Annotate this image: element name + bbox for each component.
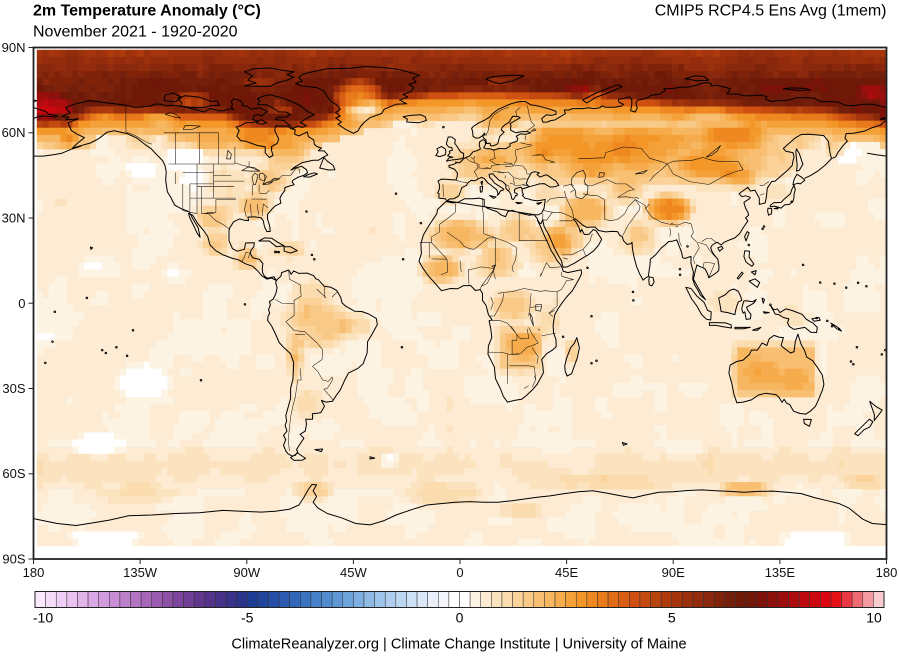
svg-text:ClimateReanalyzer.org | Climat: ClimateReanalyzer.org | Climate Change I… bbox=[231, 637, 686, 653]
svg-text:0: 0 bbox=[456, 565, 463, 580]
svg-text:30N: 30N bbox=[2, 211, 26, 226]
svg-text:5: 5 bbox=[668, 610, 676, 626]
svg-text:90E: 90E bbox=[662, 565, 685, 580]
svg-text:45W: 45W bbox=[340, 565, 367, 580]
svg-text:0: 0 bbox=[18, 296, 25, 311]
svg-text:2m Temperature Anomaly (°C): 2m Temperature Anomaly (°C) bbox=[33, 3, 261, 20]
svg-text:180: 180 bbox=[23, 565, 45, 580]
svg-text:-10: -10 bbox=[33, 610, 53, 626]
svg-text:90S: 90S bbox=[2, 552, 25, 567]
svg-text:135W: 135W bbox=[123, 565, 158, 580]
svg-text:45E: 45E bbox=[555, 565, 578, 580]
svg-text:CMIP5 RCP4.5 Ens Avg (1mem): CMIP5 RCP4.5 Ens Avg (1mem) bbox=[655, 3, 887, 20]
svg-text:-5: -5 bbox=[241, 610, 254, 626]
svg-text:30S: 30S bbox=[2, 381, 25, 396]
svg-text:November 2021 - 1920-2020: November 2021 - 1920-2020 bbox=[33, 24, 238, 41]
svg-text:10: 10 bbox=[866, 610, 882, 626]
svg-text:0: 0 bbox=[456, 610, 464, 626]
svg-text:180: 180 bbox=[876, 565, 898, 580]
svg-text:60S: 60S bbox=[2, 466, 25, 481]
svg-text:90W: 90W bbox=[233, 565, 260, 580]
svg-text:135E: 135E bbox=[765, 565, 796, 580]
svg-text:60N: 60N bbox=[2, 125, 26, 140]
svg-text:90N: 90N bbox=[2, 40, 26, 55]
